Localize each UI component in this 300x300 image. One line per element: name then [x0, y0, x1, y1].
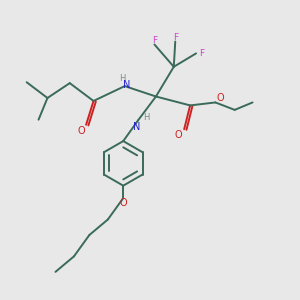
Text: F: F [173, 33, 178, 42]
Text: O: O [216, 93, 224, 103]
Text: O: O [119, 199, 127, 208]
Text: N: N [133, 122, 140, 132]
Text: N: N [123, 80, 130, 90]
Text: O: O [77, 126, 85, 136]
Text: F: F [152, 35, 157, 44]
Text: O: O [174, 130, 182, 140]
Text: F: F [199, 49, 204, 58]
Text: H: H [119, 74, 126, 82]
Text: H: H [143, 113, 150, 122]
